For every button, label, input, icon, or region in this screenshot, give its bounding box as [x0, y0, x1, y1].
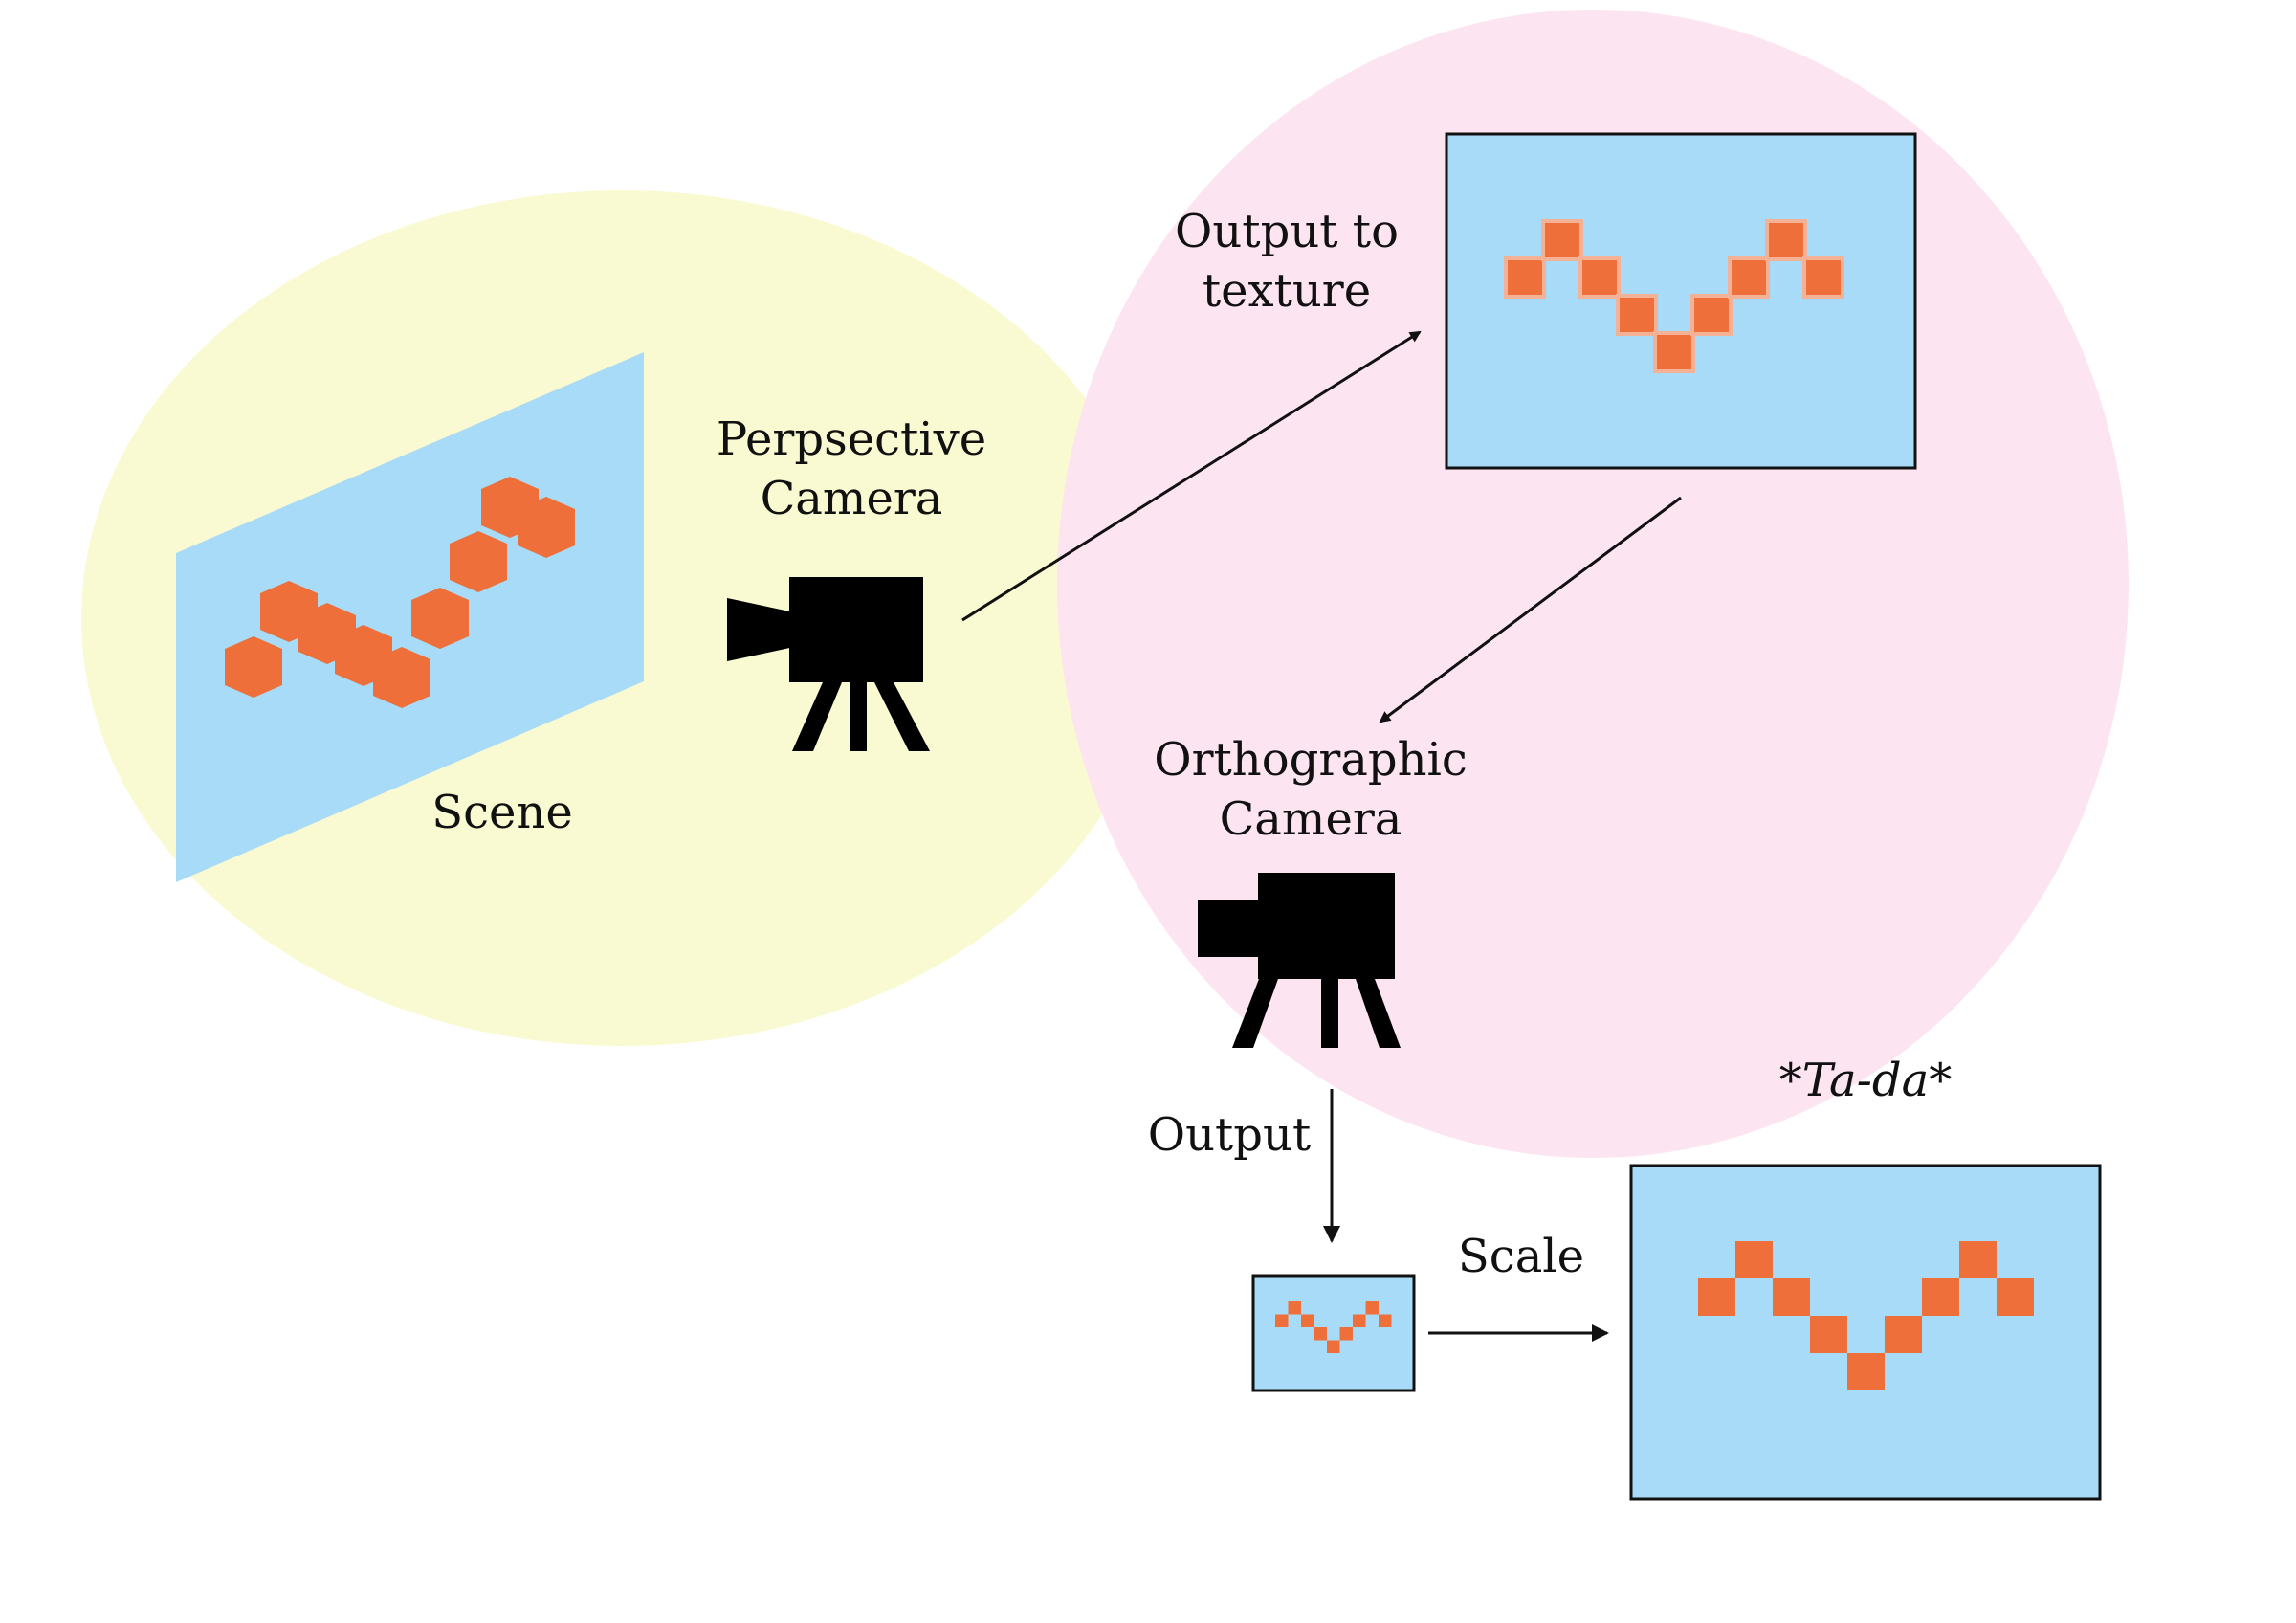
small-output-pixel — [1288, 1301, 1301, 1315]
scene-pixel-block — [450, 531, 507, 592]
small-output-pixel — [1365, 1301, 1379, 1315]
scaled-output-screen — [1629, 1164, 2102, 1501]
tada-label: *Ta-da* — [1778, 1054, 1953, 1107]
small-output-pixel — [1327, 1340, 1340, 1353]
arrow-to-orthographic-camera — [1379, 496, 1682, 723]
scaled-output-pixel — [1773, 1278, 1810, 1316]
texture-pixel — [1582, 260, 1617, 295]
perspective-camera-label-line1: Perpsective — [716, 412, 987, 466]
scene-label: Scene — [431, 786, 573, 839]
orthographic-camera-label-line2: Camera — [1219, 792, 1402, 846]
small-output-pixel — [1301, 1314, 1314, 1327]
small-output-pixel — [1275, 1314, 1289, 1327]
scale-label: Scale — [1457, 1230, 1585, 1283]
scaled-output-pixel-pattern — [1698, 1241, 2034, 1390]
texture-pixel — [1732, 260, 1766, 295]
scene-pixel-block — [373, 647, 430, 708]
scaled-output-pixel — [1885, 1316, 1922, 1353]
orthographic-camera-label-line1: Orthographic — [1154, 733, 1468, 787]
scene-pixel-block — [518, 497, 575, 558]
scaled-output-pixel — [1997, 1278, 2034, 1316]
small-output-pixel — [1339, 1327, 1353, 1341]
scene-pixel-block — [225, 636, 282, 698]
texture-pixel — [1806, 260, 1841, 295]
scene-pixel-snake — [225, 477, 575, 708]
perspective-camera-icon — [727, 577, 930, 751]
scaled-output-pixel — [1959, 1241, 1997, 1278]
output-label: Output — [1147, 1108, 1312, 1162]
scaled-output-pixel — [1847, 1353, 1885, 1390]
small-output-pixel — [1353, 1314, 1366, 1327]
texture-pixel-pattern — [1504, 219, 1844, 373]
texture-pixel — [1694, 298, 1729, 332]
small-output-screen — [1251, 1274, 1416, 1392]
scene-pixel-block — [411, 588, 469, 649]
scaled-output-pixel — [1810, 1316, 1847, 1353]
texture-pixel — [1769, 223, 1803, 257]
texture-pixel — [1545, 223, 1579, 257]
scaled-output-pixel — [1922, 1278, 1959, 1316]
arrow-to-texture — [961, 330, 1422, 622]
texture-screen — [1445, 132, 1917, 470]
output-to-texture-label-line1: Output to — [1175, 205, 1399, 258]
scaled-output-pixel — [1735, 1241, 1773, 1278]
texture-pixel — [1657, 335, 1691, 369]
small-output-pixel — [1379, 1314, 1392, 1327]
texture-pixel — [1620, 298, 1654, 332]
small-output-pixel-pattern — [1275, 1301, 1392, 1353]
small-output-pixel — [1314, 1327, 1327, 1341]
orthographic-camera-icon — [1198, 873, 1401, 1048]
texture-pixel — [1508, 260, 1542, 295]
output-to-texture-label-line2: texture — [1202, 264, 1372, 318]
perspective-camera-label-line2: Camera — [760, 472, 943, 525]
scaled-output-pixel — [1698, 1278, 1735, 1316]
